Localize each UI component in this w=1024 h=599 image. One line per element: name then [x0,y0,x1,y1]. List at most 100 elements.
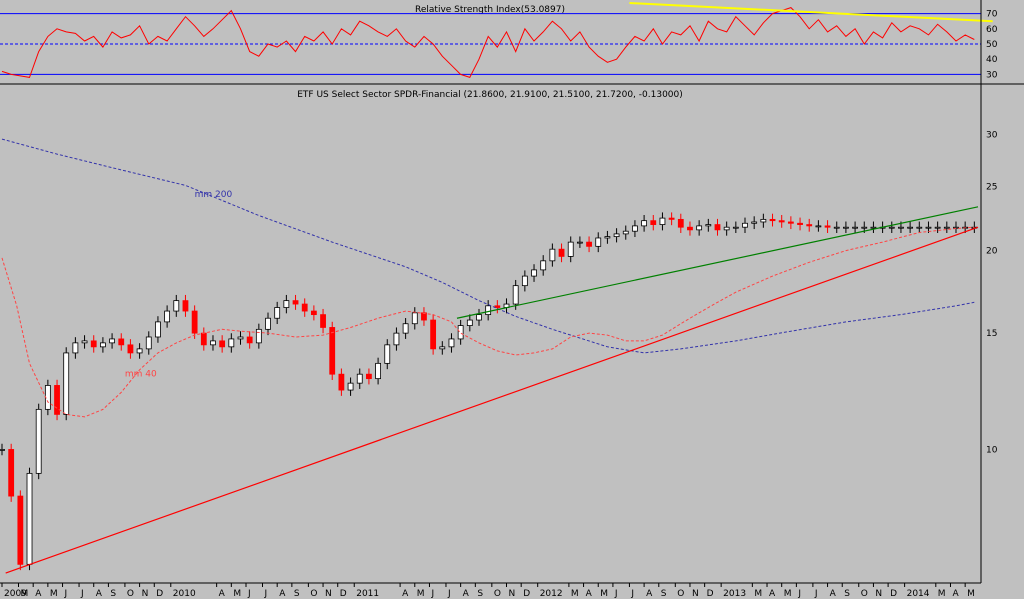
x-tick-label: J [264,589,268,599]
candle-body [265,317,271,330]
rsi-tick-30: 30 [986,70,998,80]
x-tick-label: J [64,589,68,599]
candle-body [696,225,703,231]
x-tick-label: 2010 [173,589,196,599]
ma200-line [1,138,975,354]
candle-body [659,217,666,225]
candle-body [778,220,785,223]
candle-body [934,226,941,229]
candle-body [916,226,923,229]
candle-body [531,269,537,277]
candle-body [705,224,712,227]
resistance-trendline [456,206,979,319]
x-tick-label: J [614,589,618,599]
x-tick-label: O [861,589,868,599]
candle-body [549,248,556,262]
price-tick-15: 15 [986,329,997,339]
x-tick-label: A [402,589,409,599]
x-tick-label: D [340,589,347,599]
candle-body [310,310,317,316]
x-tick-label: J [80,589,84,599]
candle-body [604,236,611,239]
candle-body [109,338,115,344]
candle-body [586,241,592,247]
candle-body [145,336,152,350]
x-tick-label: A [96,589,103,599]
candle-body [907,226,914,229]
candle-body [155,321,161,338]
candle-body [852,226,858,229]
rsi-tick-labels: 30 40 50 60 70 [986,10,998,81]
candle-body [384,344,391,364]
price-tick-25: 25 [986,183,997,193]
candle-body [0,449,5,451]
candle-body [806,224,813,227]
x-tick-label: D [156,589,163,599]
candle-body [833,226,840,229]
x-tick-label: J [814,589,818,599]
x-tick-label: O [494,589,501,599]
candle-body [320,314,326,328]
x-tick-label: A [35,589,42,599]
candle-body [457,325,464,340]
x-tick-label: A [830,589,837,599]
x-tick-label: D [707,589,714,599]
x-tick-label: O [310,589,317,599]
candle-body [540,260,547,271]
candle-body [191,310,198,334]
candlestick-series [0,212,978,571]
candle-body [595,237,602,247]
x-tick-label: 2013 [723,589,746,599]
candle-body [466,319,473,326]
candle-body [622,230,629,235]
rsi-tick-50: 50 [986,40,998,50]
candle-body [476,314,482,321]
candle-body [200,332,207,346]
x-tick-label: M [938,589,946,599]
x-tick-label: O [127,589,134,599]
ma200-label: mm 200 [195,190,233,200]
x-tick-label: J [797,589,801,599]
ma40-label: mm 40 [125,369,157,379]
candle-body [127,344,134,354]
candle-body [274,307,281,319]
candle-body [366,373,372,380]
candle-body [714,224,721,231]
rsi-tick-60: 60 [986,25,998,35]
candle-body [100,342,106,348]
candle-body [485,305,492,316]
candle-body [815,225,822,228]
x-tick-label: M [50,589,58,599]
candle-body [356,373,363,384]
candle-body [439,346,446,350]
candle-body [687,226,693,231]
x-tick-label: S [110,589,116,599]
x-tick-label: N [142,589,149,599]
x-tick-label: 2012 [540,589,563,599]
price-title: ETF US Select Sector SPDR-Financial (21.… [297,90,683,100]
rsi-title: Relative Strength Index(53.0897) [415,5,565,15]
x-tick-label: S [844,589,850,599]
x-tick-label: S [661,589,667,599]
candle-body [228,338,235,348]
candle-body [751,221,758,224]
x-tick-label: A [586,589,593,599]
candle-body [861,226,868,229]
rsi-tick-40: 40 [986,55,998,65]
candle-body [494,305,501,308]
candle-body [411,312,418,325]
candle-body [118,338,125,346]
rsi-level-lines [0,13,981,75]
x-tick-label: N [509,589,516,599]
price-tick-10: 10 [986,445,998,455]
x-tick-label: A [952,589,959,599]
candle-body [237,336,244,340]
x-tick-label: A [646,589,653,599]
candle-body [512,285,519,305]
candle-body [246,336,253,344]
candle-body [888,226,895,229]
candle-body [347,382,354,391]
candle-body [769,218,776,222]
